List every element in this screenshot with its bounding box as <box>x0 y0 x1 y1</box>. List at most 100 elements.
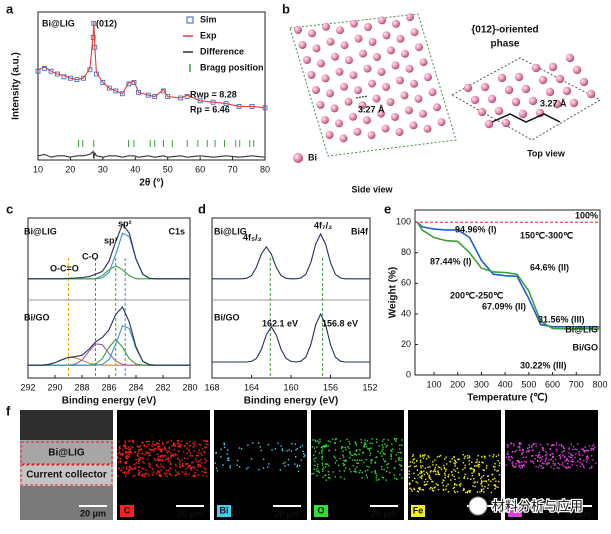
atom <box>401 49 409 58</box>
eds-dot <box>366 476 368 479</box>
eds-dot <box>420 467 422 469</box>
eds-dot <box>129 467 132 469</box>
eds-dot <box>555 458 557 461</box>
panel-label: a <box>6 1 14 16</box>
eds-dot <box>423 473 426 476</box>
eds-dot <box>139 445 142 447</box>
eds-dot <box>145 469 147 471</box>
eds-dot <box>122 452 125 455</box>
eds-dot <box>183 451 185 453</box>
data-marker <box>48 68 54 74</box>
eds-dot <box>428 456 430 458</box>
eds-dot <box>201 448 204 450</box>
overlay-label: Current collector <box>26 470 107 481</box>
eds-dot <box>178 473 180 475</box>
eds-dot <box>167 440 169 443</box>
eds-dot <box>585 461 588 463</box>
eds-dot <box>177 458 179 460</box>
eds-dot <box>368 449 371 451</box>
eds-dot <box>497 454 500 456</box>
eds-dot <box>193 474 195 476</box>
sem-layer <box>20 440 113 464</box>
eds-dot <box>514 451 516 453</box>
eds-dot <box>188 444 191 447</box>
eds-dot <box>119 452 121 454</box>
eds-dot <box>204 440 207 442</box>
eds-dot <box>142 452 144 455</box>
atom <box>340 82 348 91</box>
eds-dot <box>577 443 579 445</box>
eds-dot <box>437 470 439 472</box>
eds-dot <box>156 472 158 474</box>
eds-dot <box>169 463 172 465</box>
eds-dot <box>227 449 229 451</box>
eds-dot <box>141 467 143 469</box>
eds-dot <box>567 460 570 462</box>
plot-frame <box>414 209 601 376</box>
eds-dot <box>442 488 445 491</box>
eds-dot <box>468 490 470 492</box>
eds-dot <box>325 444 327 446</box>
eds-dot <box>545 457 548 459</box>
eds-dot <box>571 459 574 461</box>
eds-dot <box>318 452 321 454</box>
eds-dot <box>462 489 464 492</box>
reference-label: 100% <box>575 211 598 221</box>
eds-dot <box>240 448 243 450</box>
eds-dot <box>138 466 141 468</box>
eds-dot <box>385 479 387 481</box>
eds-dot <box>173 449 175 451</box>
y-tick-label: 100 <box>396 217 411 227</box>
eds-dot <box>228 459 230 462</box>
eds-dot <box>519 462 521 464</box>
eds-dot <box>204 461 206 464</box>
eds-dot <box>513 466 515 468</box>
annotation: 87.44% (I) <box>430 256 472 266</box>
eds-dot <box>183 445 186 448</box>
eds-dot <box>121 454 123 457</box>
eds-dot <box>550 444 552 447</box>
eds-dot <box>143 445 145 447</box>
eds-dot <box>434 468 436 471</box>
eds-dot <box>545 451 547 453</box>
eds-dot <box>534 458 536 460</box>
eds-dot <box>537 456 539 458</box>
eds-dot <box>195 454 198 457</box>
eds-dot <box>333 455 335 457</box>
eds-dot <box>348 447 350 449</box>
eds-dot <box>419 456 422 458</box>
eds-dot <box>127 470 130 472</box>
eds-dot <box>535 445 537 448</box>
eds-dot <box>166 475 168 477</box>
eds-dot <box>126 457 129 460</box>
eds-dot <box>544 454 547 456</box>
eds-dot <box>359 449 361 451</box>
eds-dot <box>395 440 397 442</box>
eds-dot <box>132 468 134 471</box>
eds-dot <box>460 483 462 485</box>
eds-dot <box>119 460 122 462</box>
eds-dot <box>314 450 317 453</box>
eds-dot <box>199 459 202 461</box>
eds-dot <box>313 458 315 460</box>
eds-dot <box>570 443 572 445</box>
eds-dot <box>416 469 419 471</box>
eds-dot <box>229 466 231 469</box>
eds-dot <box>450 471 453 473</box>
eds-dot <box>431 480 433 483</box>
eds-dot <box>506 443 508 446</box>
eds-dot <box>351 454 354 457</box>
eds-dot <box>171 454 173 456</box>
eds-dot <box>522 448 524 451</box>
eds-dot <box>382 458 385 460</box>
eds-dot <box>507 458 510 461</box>
eds-dot <box>282 462 285 465</box>
eds-dot <box>195 474 197 477</box>
legend-label: Difference <box>200 46 244 56</box>
eds-dot <box>149 454 151 456</box>
eds-dot <box>160 466 162 468</box>
atom <box>349 71 358 80</box>
eds-dot <box>423 484 426 486</box>
atom <box>392 19 400 28</box>
eds-dot <box>124 473 126 475</box>
